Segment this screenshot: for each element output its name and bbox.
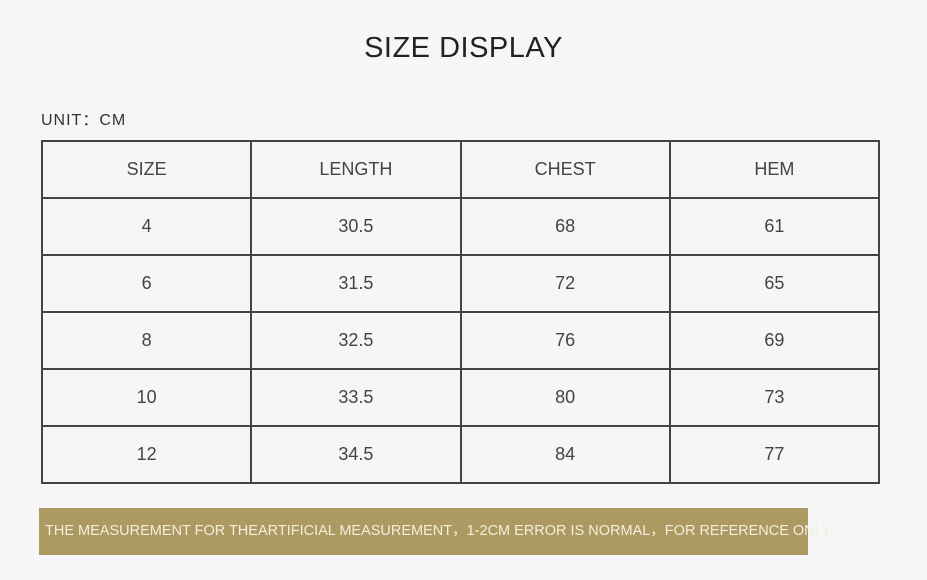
column-header: HEM: [668, 140, 881, 199]
table-cell: 76: [459, 311, 671, 370]
column-header: CHEST: [459, 140, 671, 199]
table-cell: 6: [40, 254, 253, 313]
table-cell: 30.5: [250, 197, 462, 256]
table-cell: 12: [40, 425, 253, 484]
table-row: 6 31.5 72 65: [40, 254, 881, 313]
table-cell: 61: [668, 197, 881, 256]
table-header-row: SIZE LENGTH CHEST HEM: [40, 140, 881, 199]
table-cell: 65: [668, 254, 881, 313]
table-cell: 77: [668, 425, 881, 484]
column-header: LENGTH: [250, 140, 462, 199]
table-cell: 34.5: [250, 425, 462, 484]
table-cell: 33.5: [250, 368, 462, 427]
table-cell: 31.5: [250, 254, 462, 313]
unit-label: UNIT：CM: [41, 112, 127, 129]
table-row: 8 32.5 76 69: [40, 311, 881, 370]
column-header: SIZE: [40, 140, 253, 199]
table-cell: 8: [40, 311, 253, 370]
size-table: SIZE LENGTH CHEST HEM 4 30.5 68 61 6 31.5 72 65 8 32…: [40, 140, 881, 484]
table-cell: 84: [459, 425, 671, 484]
table-cell: 72: [459, 254, 671, 313]
table-cell: 68: [459, 197, 671, 256]
table-cell: 80: [459, 368, 671, 427]
table-cell: 10: [40, 368, 253, 427]
table-row: 4 30.5 68 61: [40, 197, 881, 256]
table-cell: 32.5: [250, 311, 462, 370]
table-row: 10 33.5 80 73: [40, 368, 881, 427]
table-cell: 4: [40, 197, 253, 256]
table-cell: 69: [668, 311, 881, 370]
table-row: 12 34.5 84 77: [40, 425, 881, 484]
measurement-note: THE MEASUREMENT FOR THEARTIFICIAL MEASUR…: [39, 508, 833, 555]
table-cell: 73: [668, 368, 881, 427]
page-title: SIZE DISPLAY: [364, 32, 563, 64]
